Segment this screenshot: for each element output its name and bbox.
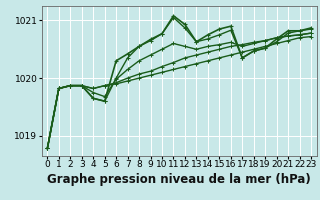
X-axis label: Graphe pression niveau de la mer (hPa): Graphe pression niveau de la mer (hPa): [47, 173, 311, 186]
